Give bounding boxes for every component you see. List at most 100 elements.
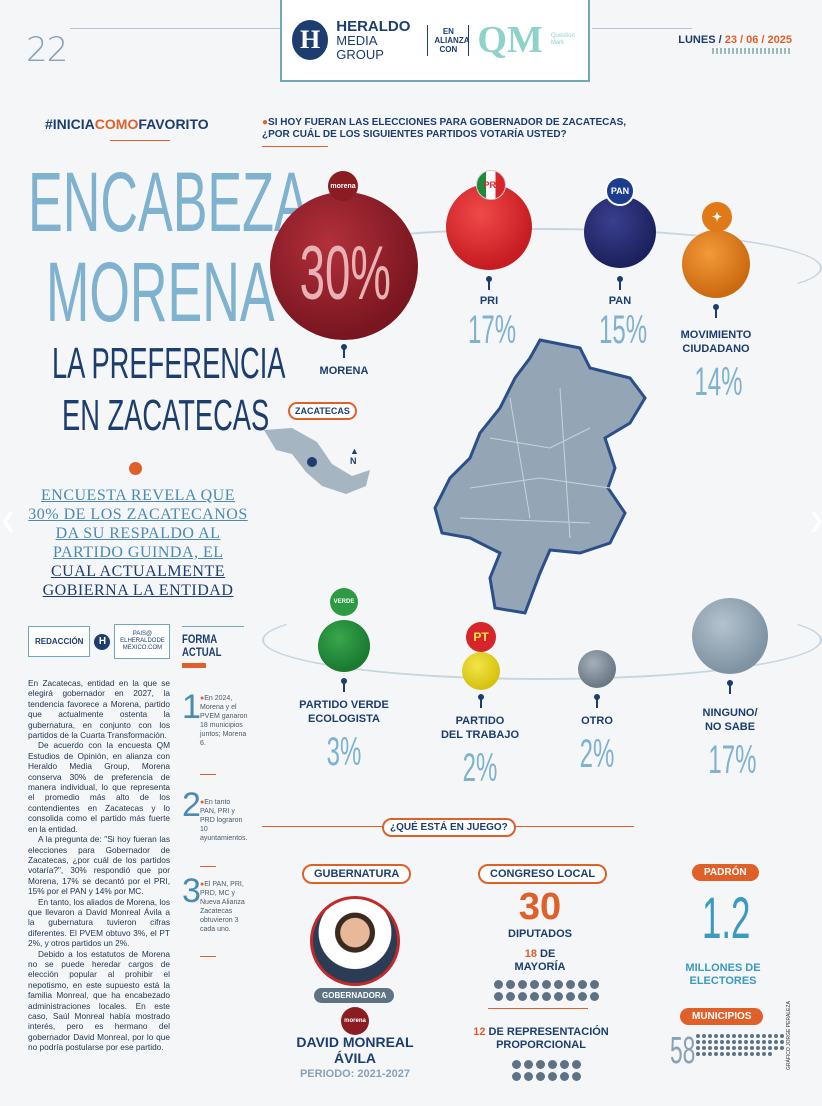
seat-dot bbox=[762, 1046, 766, 1050]
header-rule-left bbox=[70, 28, 280, 29]
north-icon: ▲ N bbox=[350, 446, 359, 466]
municipios-dots bbox=[696, 1034, 784, 1056]
seat-dot bbox=[750, 1052, 754, 1056]
seat-dot bbox=[696, 1034, 700, 1038]
seat-dot bbox=[780, 1034, 784, 1038]
question-line2: ¿POR CUÁL DE LOS SIGUIENTES PARTIDOS VOT… bbox=[262, 129, 567, 140]
seat-dot bbox=[720, 1052, 724, 1056]
article-body: En Zacatecas, entidad en la que se elegi… bbox=[28, 678, 170, 1053]
seat-dot bbox=[714, 1040, 718, 1044]
otro-pct: 2% bbox=[579, 732, 615, 776]
morena-name: MORENA bbox=[319, 365, 369, 377]
pvem-tick bbox=[341, 678, 347, 692]
paragraph: En Zacatecas, entidad en la que se elegi… bbox=[28, 678, 170, 741]
brand-line1: HERALDO bbox=[336, 17, 411, 35]
seat-dot bbox=[506, 980, 515, 989]
padron-unit: MILLONES DE ELECTORES bbox=[676, 962, 770, 988]
brand-line2: MEDIA GROUP bbox=[336, 32, 384, 62]
pvem-bubble bbox=[318, 620, 370, 672]
mayoria-label: MAYORÍA bbox=[514, 961, 566, 973]
orbit-ring-bottom bbox=[262, 600, 822, 680]
seat-dot bbox=[530, 992, 539, 1001]
qm-logo: QM bbox=[477, 19, 543, 61]
forma-divider bbox=[200, 866, 216, 867]
seat-dot bbox=[560, 1072, 569, 1081]
pri-pct: 17% bbox=[468, 308, 517, 352]
mayoria-num: 18 bbox=[524, 948, 537, 960]
seat-dot bbox=[554, 992, 563, 1001]
ninguno-name: NINGUNO/NO SABE bbox=[680, 706, 780, 734]
byline: REDACCIÓN H PAIS@ ELHERALDODE MEXICO.COM bbox=[28, 624, 171, 659]
headline-line4: EN ZACATECAS bbox=[62, 391, 270, 440]
chart-question: SI HOY FUERAN LAS ELECCIONES PARA GOBERN… bbox=[262, 117, 626, 141]
governor-portrait bbox=[310, 896, 400, 986]
seat-dot bbox=[536, 1072, 545, 1081]
pvem-name-line2: ECOLOGISTA bbox=[308, 713, 380, 725]
seat-dot bbox=[566, 980, 575, 989]
morena-bubble-pct: 30% bbox=[299, 231, 391, 316]
seat-dot bbox=[524, 1060, 533, 1069]
next-page-arrow[interactable]: ❯ bbox=[808, 508, 822, 538]
date-barcode bbox=[712, 48, 792, 54]
seat-dot bbox=[744, 1040, 748, 1044]
seat-dot bbox=[566, 992, 575, 1001]
padron-value: 1.2 bbox=[702, 886, 751, 951]
seat-dot bbox=[542, 992, 551, 1001]
forma-actual-box: FORMA ACTUAL bbox=[182, 626, 244, 668]
seat-dot bbox=[708, 1052, 712, 1056]
mexico-map bbox=[264, 428, 370, 494]
masthead: H HERALDO MEDIA GROUP EN ALIANZA CON QM … bbox=[280, 0, 590, 82]
seat-dot bbox=[572, 1060, 581, 1069]
rep-label2: PROPORCIONAL bbox=[496, 1039, 586, 1051]
governor-name-line1: DAVID MONREAL bbox=[296, 1034, 414, 1050]
forma-text: En 2024, Morena y el PVEM ganaron 18 mun… bbox=[200, 694, 248, 748]
seat-dot bbox=[720, 1040, 724, 1044]
rep-dots bbox=[512, 1060, 581, 1081]
governor-badge: GOBERNADORA bbox=[314, 988, 395, 1003]
seat-dot bbox=[590, 980, 599, 989]
seat-dot bbox=[702, 1052, 706, 1056]
forma-text: En tanto PAN, PRI y PRD lograron 10 ayun… bbox=[200, 798, 248, 843]
question-underline bbox=[262, 146, 328, 147]
seat-dot bbox=[780, 1040, 784, 1044]
seat-dot bbox=[732, 1046, 736, 1050]
mc-bubble bbox=[682, 230, 750, 298]
seat-dot bbox=[750, 1040, 754, 1044]
date: LUNES / 23 / 06 / 2025 bbox=[678, 34, 792, 46]
padron-label: PADRÓN bbox=[692, 864, 759, 881]
padron-unit1: MILLONES DE bbox=[685, 962, 761, 974]
pt-name-line2: DEL TRABAJO bbox=[440, 729, 520, 741]
pvem-name-line1: PARTIDO VERDE bbox=[299, 699, 389, 711]
seat-dot bbox=[708, 1034, 712, 1038]
seat-dot bbox=[768, 1052, 772, 1056]
pt-pct: 2% bbox=[462, 746, 498, 790]
seat-dot bbox=[542, 980, 551, 989]
bullet-dot bbox=[129, 462, 142, 475]
congreso-total: 30 bbox=[518, 886, 562, 928]
seat-dot bbox=[494, 992, 503, 1001]
prev-page-arrow[interactable]: ❮ bbox=[0, 510, 17, 532]
seat-dot bbox=[578, 992, 587, 1001]
headline-line1: ENCABEZA bbox=[28, 155, 309, 249]
pan-bubble bbox=[584, 196, 656, 268]
mayoria-de: DE bbox=[540, 948, 556, 960]
mayoria-text: 18 DE MAYORÍA bbox=[490, 948, 590, 974]
governor-name: DAVID MONREAL ÁVILA bbox=[290, 1034, 420, 1066]
page-number: 22 bbox=[26, 30, 68, 70]
lead-part1: ENCUESTA REVELA QUE 30% DE LOS ZACATECAN… bbox=[28, 487, 248, 561]
seat-dot bbox=[768, 1034, 772, 1038]
seat-dot bbox=[494, 980, 503, 989]
seat-dot bbox=[768, 1046, 772, 1050]
seat-dot bbox=[750, 1046, 754, 1050]
seat-dot bbox=[560, 1060, 569, 1069]
headline-line3: LA PREFERENCIA bbox=[52, 339, 286, 388]
seat-dot bbox=[732, 1034, 736, 1038]
heraldo-logo: H bbox=[292, 20, 329, 60]
municipios-value: 58 bbox=[670, 1030, 696, 1072]
seat-dot bbox=[714, 1034, 718, 1038]
hashtag-underline bbox=[110, 140, 170, 141]
seat-dot bbox=[738, 1052, 742, 1056]
orbit-ring-top bbox=[262, 228, 822, 308]
byline-contact[interactable]: PAIS@ ELHERALDODE MEXICO.COM bbox=[114, 624, 171, 659]
mc-name: MOVIMIENTO CIUDADANO bbox=[660, 328, 772, 356]
